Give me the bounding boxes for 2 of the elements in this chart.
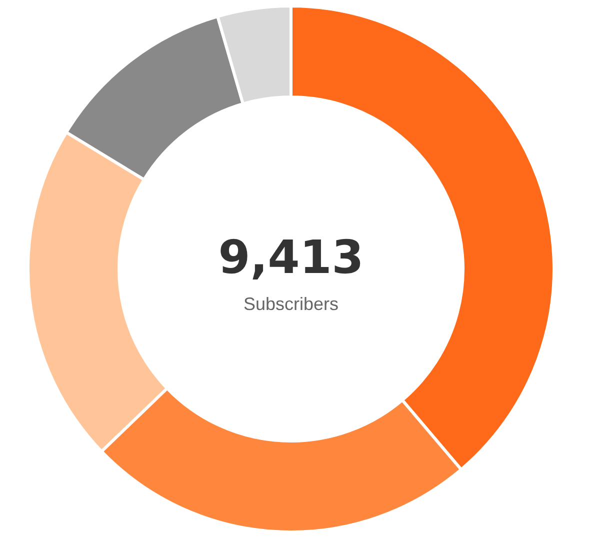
text: 9,413 xyxy=(218,230,364,284)
text: Subscribers xyxy=(243,294,339,314)
